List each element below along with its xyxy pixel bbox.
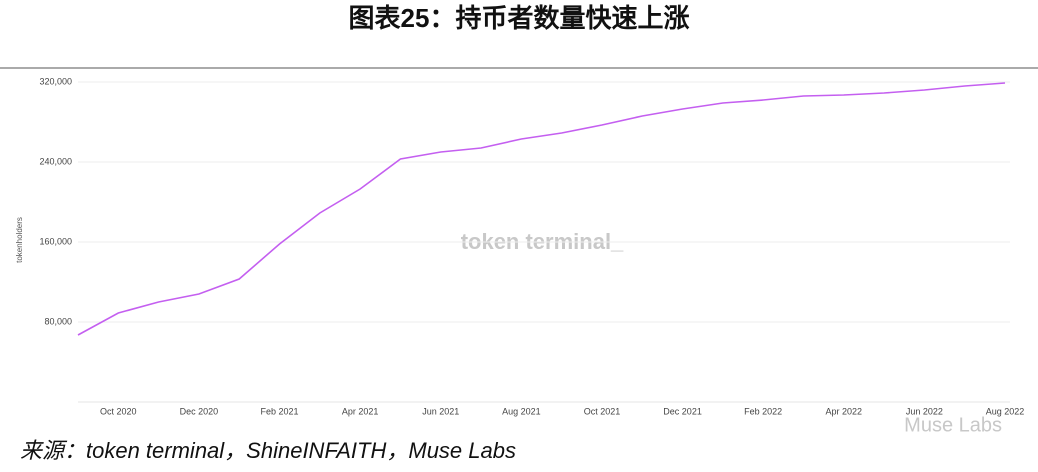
badge: Muse Labs (904, 414, 1002, 436)
x-tick-label: Feb 2021 (261, 406, 299, 416)
x-tick-label: Dec 2020 (180, 406, 219, 416)
watermark: token terminal_ (461, 229, 624, 254)
y-tick-label: 240,000 (39, 156, 72, 166)
x-tick-label: Apr 2021 (342, 406, 379, 416)
y-axis-label: tokenholders (15, 217, 24, 263)
y-tick-label: 320,000 (39, 76, 72, 86)
x-tick-label: Aug 2021 (502, 406, 541, 416)
y-tick-label: 160,000 (39, 236, 72, 246)
data-line (77, 82, 1006, 336)
chart-title: 图表25：持币者数量快速上涨 (349, 3, 690, 33)
x-tick-label: Apr 2022 (826, 406, 863, 416)
source: 来源：token terminal，ShineINFAITH，Muse Labs (20, 438, 516, 463)
x-tick-label: Jun 2022 (906, 406, 943, 416)
x-tick-label: Jun 2021 (422, 406, 459, 416)
x-tick-label: Oct 2021 (584, 406, 621, 416)
x-tick-label: Oct 2020 (100, 406, 137, 416)
x-tick-label: Aug 2022 (986, 406, 1025, 416)
x-tick-label: Feb 2022 (744, 406, 782, 416)
y-tick-label: 80,000 (44, 316, 72, 326)
x-tick-label: Dec 2021 (663, 406, 702, 416)
